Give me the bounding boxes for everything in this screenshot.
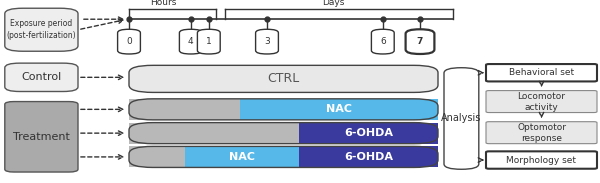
FancyBboxPatch shape (179, 29, 202, 54)
Bar (240, 99, 438, 120)
Text: 7: 7 (417, 37, 423, 46)
Text: Behavioral set: Behavioral set (509, 68, 574, 77)
Bar (185, 146, 299, 167)
FancyBboxPatch shape (118, 29, 140, 54)
Bar (129, 99, 240, 120)
Text: Treatment: Treatment (13, 132, 70, 142)
Text: Optomotor
response: Optomotor response (517, 123, 566, 143)
FancyBboxPatch shape (444, 68, 479, 169)
Text: Days: Days (322, 0, 344, 7)
Bar (129, 123, 299, 144)
FancyBboxPatch shape (129, 65, 438, 92)
FancyBboxPatch shape (486, 64, 597, 81)
Text: Locomotor
activity: Locomotor activity (517, 92, 566, 112)
FancyBboxPatch shape (5, 8, 78, 51)
Text: CTRL: CTRL (268, 72, 299, 85)
Bar (299, 146, 438, 167)
FancyBboxPatch shape (129, 99, 438, 120)
FancyBboxPatch shape (5, 63, 78, 92)
Text: 0: 0 (126, 37, 132, 46)
Text: NAC: NAC (229, 152, 255, 162)
Text: 6-OHDA: 6-OHDA (344, 128, 393, 138)
FancyBboxPatch shape (406, 29, 434, 54)
Bar (129, 146, 185, 167)
Text: 4: 4 (188, 37, 194, 46)
Text: Analysis: Analysis (441, 113, 482, 124)
Text: 3: 3 (264, 37, 270, 46)
Text: Exposure period
(post-fertilization): Exposure period (post-fertilization) (7, 19, 76, 40)
FancyBboxPatch shape (129, 123, 438, 144)
FancyBboxPatch shape (486, 151, 597, 169)
FancyBboxPatch shape (197, 29, 220, 54)
Bar (299, 123, 438, 144)
Text: Control: Control (21, 72, 62, 82)
FancyBboxPatch shape (486, 122, 597, 144)
FancyBboxPatch shape (129, 146, 438, 167)
FancyBboxPatch shape (5, 102, 78, 172)
Text: Morphology set: Morphology set (506, 156, 577, 165)
FancyBboxPatch shape (486, 91, 597, 113)
Text: 6-OHDA: 6-OHDA (344, 152, 393, 162)
Text: Hours: Hours (150, 0, 176, 7)
FancyBboxPatch shape (256, 29, 278, 54)
Text: NAC: NAC (326, 104, 352, 114)
Text: 1: 1 (206, 37, 212, 46)
FancyBboxPatch shape (371, 29, 394, 54)
Text: 6: 6 (380, 37, 386, 46)
